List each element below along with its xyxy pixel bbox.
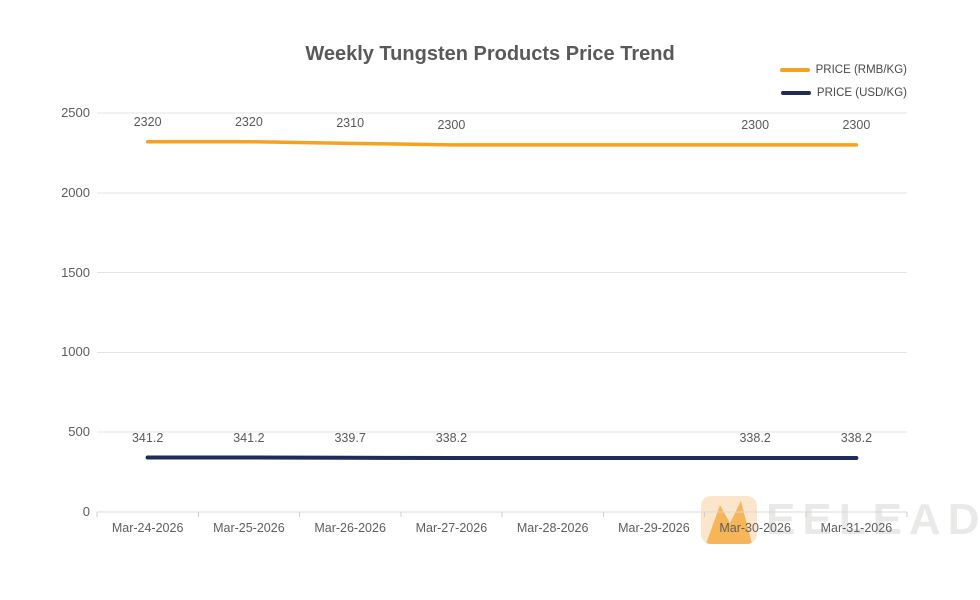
legend-swatch-usd-icon <box>780 91 811 95</box>
series-line-rmb <box>145 139 859 147</box>
legend-label-price-rmb: PRICE (RMB/KG) <box>815 64 907 76</box>
watermark-text: EELEAD <box>766 495 980 544</box>
legend-swatch-rmb-icon <box>779 68 810 72</box>
watermark-logo-icon <box>701 496 757 544</box>
chart-title: Weekly Tungsten Products Price Trend <box>305 43 675 65</box>
watermark: EELEAD <box>701 496 980 544</box>
legend: PRICE (RMB/KG) PRICE (USD/KG) <box>779 64 907 99</box>
legend-item-price-rmb: PRICE (RMB/KG) <box>779 64 907 76</box>
legend-item-price-usd: PRICE (USD/KG) <box>780 87 907 99</box>
legend-label-price-usd: PRICE (USD/KG) <box>816 87 907 99</box>
